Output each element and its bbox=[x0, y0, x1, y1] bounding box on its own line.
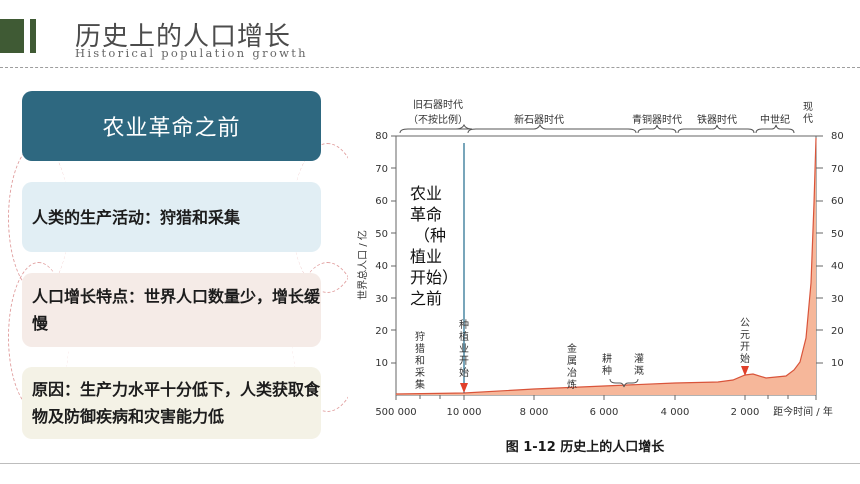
era-label-paleolithic: 旧石器时代 bbox=[413, 99, 463, 111]
y-ticks-left bbox=[391, 135, 396, 364]
population-chart-svg: 旧石器时代 （不按比例） 新石器时代 青铜器时代 铁器时代 中世纪 现代 80 … bbox=[356, 99, 844, 418]
y-ticks-right bbox=[816, 135, 823, 364]
era-label-medieval: 中世纪 bbox=[760, 113, 790, 126]
population-line bbox=[395, 137, 817, 395]
y-tick-label: 40 bbox=[831, 261, 844, 272]
y-tick-label: 70 bbox=[831, 164, 844, 175]
annotation-farming-start: 种植业开始 bbox=[459, 318, 469, 379]
info-box-text: 原因：生产力水平十分低下，人类获取食物及防御疾病和灾害能力低 bbox=[32, 380, 321, 426]
era-braces bbox=[399, 123, 795, 134]
x-tick-label: 6 000 bbox=[590, 407, 619, 418]
x-tick-label: 10 000 bbox=[447, 407, 482, 418]
y-tick-label: 80 bbox=[375, 131, 388, 142]
annotation-tillage: 耕种 bbox=[602, 352, 612, 377]
page-title: 历史上的人口增长 bbox=[75, 22, 292, 52]
y-tick-label: 50 bbox=[831, 229, 844, 240]
info-box-text: 人类的生产活动：狩猎和采集 bbox=[32, 207, 241, 227]
agriculture-start-marker bbox=[460, 383, 468, 393]
y-tick-label: 50 bbox=[375, 229, 388, 240]
info-box-reason: 原因：生产力水平十分低下，人类获取食物及防御疾病和灾害能力低 bbox=[22, 367, 321, 439]
figure-caption: 图 1-12 历史上的人口增长 bbox=[505, 440, 665, 455]
y-axis-label: 世界总人口 / 亿 bbox=[356, 230, 369, 300]
x-tick-label: 8 000 bbox=[520, 407, 549, 418]
x-tick-label: 500 000 bbox=[375, 407, 416, 418]
agricultural-revolution-callout: 农业 革命 （种 植业 开始） 之前 bbox=[410, 184, 463, 308]
x-ticks bbox=[395, 395, 817, 400]
info-box-growth: 人口增长特点：世界人口数量少，增长缓慢 bbox=[22, 273, 321, 347]
y-axis-right: 80 70 60 50 40 30 20 10 bbox=[831, 131, 844, 369]
footer-divider bbox=[0, 463, 860, 464]
info-box-text: 人口增长特点：世界人口数量少，增长缓慢 bbox=[32, 287, 321, 333]
y-tick-label: 40 bbox=[375, 261, 388, 272]
annotation-common-era: 公元开始 bbox=[740, 318, 750, 365]
x-axis-labels: 500 000 10 000 8 000 6 000 4 000 2 000 bbox=[375, 407, 759, 418]
y-tick-label: 10 bbox=[831, 358, 844, 369]
x-axis-label: 距今时间 / 年 bbox=[773, 405, 833, 418]
era-label-bronze: 青铜器时代 bbox=[632, 113, 682, 126]
y-tick-label: 60 bbox=[375, 196, 388, 207]
y-tick-label: 10 bbox=[375, 358, 388, 369]
era-note-paleolithic: （不按比例） bbox=[408, 113, 468, 126]
panel-heading: 农业革命之前 bbox=[22, 91, 321, 161]
info-box-activity: 人类的生产活动：狩猎和采集 bbox=[22, 182, 321, 252]
y-tick-label: 30 bbox=[375, 294, 388, 305]
page-subtitle: Historical population growth bbox=[75, 46, 308, 60]
header-accent-block bbox=[0, 19, 24, 53]
population-chart: 旧石器时代 （不按比例） 新石器时代 青铜器时代 铁器时代 中世纪 现代 80 … bbox=[348, 93, 860, 427]
y-tick-label: 80 bbox=[831, 131, 844, 142]
common-era-marker bbox=[741, 366, 749, 376]
annotation-irrigation: 灌溉 bbox=[634, 353, 644, 377]
y-axis-left: 80 70 60 50 40 30 20 10 bbox=[375, 131, 388, 369]
y-tick-label: 70 bbox=[375, 164, 388, 175]
x-tick-label: 4 000 bbox=[661, 407, 690, 418]
header-accent-stripe bbox=[30, 19, 36, 53]
header-divider bbox=[0, 67, 860, 68]
y-tick-label: 20 bbox=[831, 326, 844, 337]
era-label-modern: 现代 bbox=[803, 101, 813, 125]
annotation-hunting: 狩猎和采集 bbox=[415, 330, 425, 391]
y-tick-label: 20 bbox=[375, 326, 388, 337]
era-label-neolithic: 新石器时代 bbox=[514, 113, 564, 126]
annotation-metallurgy: 金属冶炼 bbox=[567, 342, 577, 391]
y-tick-label: 60 bbox=[831, 196, 844, 207]
era-label-iron: 铁器时代 bbox=[697, 113, 737, 126]
y-tick-label: 30 bbox=[831, 294, 844, 305]
tillage-irrigation-brace bbox=[609, 378, 639, 388]
x-tick-label: 2 000 bbox=[731, 407, 760, 418]
